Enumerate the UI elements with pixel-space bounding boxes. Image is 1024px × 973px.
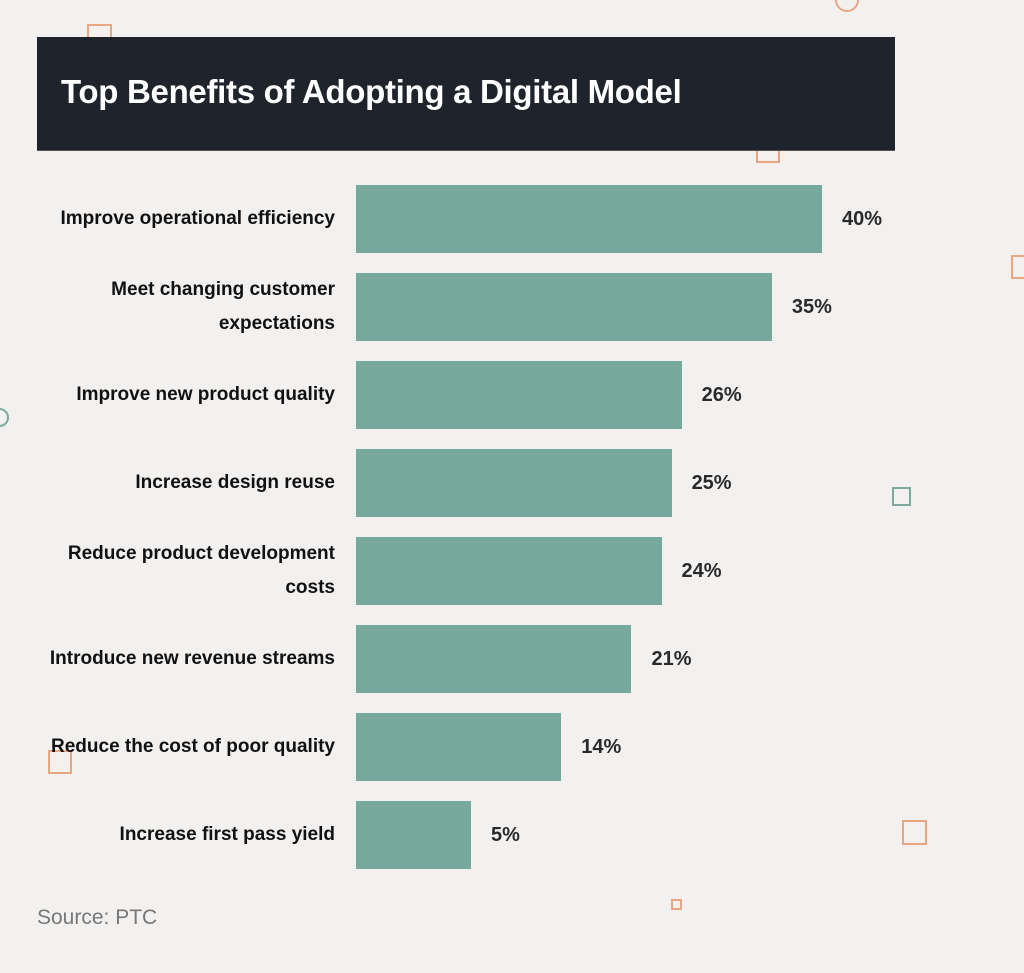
value-label: 21% [651, 648, 692, 670]
value-label: 35% [791, 296, 832, 318]
bar [356, 361, 682, 429]
bar [356, 801, 471, 869]
category-label: Reduce the cost of poor quality [51, 736, 335, 757]
category-label: Increase design reuse [135, 472, 335, 493]
category-label: Improve operational efficiency [60, 208, 335, 229]
decor-square [1011, 255, 1024, 279]
category-label: Increase first pass yield [119, 824, 335, 845]
decor-square [902, 820, 927, 845]
bar [356, 713, 562, 781]
title-banner: Top Benefits of Adopting a Digital Model [37, 37, 895, 151]
bar [356, 625, 632, 693]
decor-square [48, 750, 72, 774]
category-label: Introduce new revenue streams [49, 648, 335, 669]
bar [356, 185, 822, 253]
decor-square [892, 487, 911, 506]
bar [356, 449, 672, 517]
value-label: 5% [491, 824, 520, 846]
bar [356, 537, 662, 605]
value-label: 24% [681, 560, 722, 582]
category-label: Meet changing customer expectations [111, 279, 335, 334]
category-label: Improve new product quality [76, 384, 335, 405]
category-label: Reduce product development costs [67, 543, 335, 598]
value-label: 25% [691, 472, 732, 494]
bar [356, 273, 772, 341]
value-label: 40% [842, 208, 883, 230]
value-label: 14% [581, 736, 622, 758]
chart-title: Top Benefits of Adopting a Digital Model [61, 73, 682, 110]
value-label: 26% [701, 384, 742, 406]
decor-square [671, 899, 682, 910]
source-note: Source: PTC [37, 906, 158, 929]
